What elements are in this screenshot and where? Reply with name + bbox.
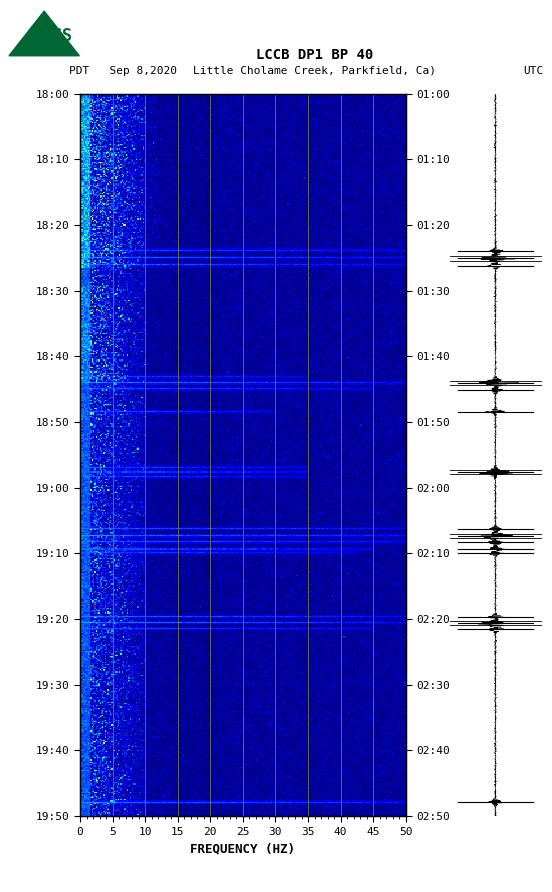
Text: PDT   Sep 8,2020: PDT Sep 8,2020 [69,66,177,76]
X-axis label: FREQUENCY (HZ): FREQUENCY (HZ) [190,842,295,855]
Text: Little Cholame Creek, Parkfield, Ca): Little Cholame Creek, Parkfield, Ca) [193,66,436,76]
Polygon shape [9,11,79,55]
Text: USGS: USGS [33,27,72,45]
Text: UTC: UTC [523,66,544,76]
Text: LCCB DP1 BP 40: LCCB DP1 BP 40 [256,48,373,62]
